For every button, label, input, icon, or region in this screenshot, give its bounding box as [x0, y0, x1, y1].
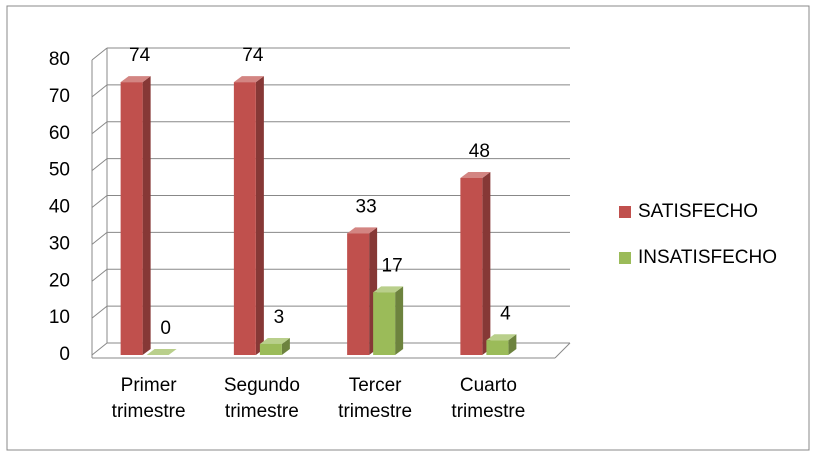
bar [120, 82, 143, 355]
grid-line-side [91, 305, 108, 319]
x-tick-label: Primer trimestre [111, 375, 186, 422]
bar-top [460, 172, 491, 178]
grid-line-side [91, 268, 108, 282]
data-label: 17 [382, 255, 403, 276]
grid-line-side [91, 47, 108, 61]
floor-right [554, 342, 571, 359]
x-tick-label: Cuarto trimestre [451, 375, 526, 422]
data-label: 33 [356, 196, 377, 217]
bar-top [373, 286, 404, 293]
data-label: 74 [129, 45, 151, 66]
legend-swatch [619, 252, 631, 264]
bar-side [281, 337, 290, 355]
grid-line-side [91, 231, 108, 245]
bar-top [233, 76, 264, 83]
bar-top [146, 349, 177, 355]
data-label: 0 [160, 318, 171, 339]
y-tick-label: 80 [49, 49, 70, 70]
bar-top [486, 334, 517, 341]
bar [259, 343, 282, 355]
data-label: 3 [274, 307, 285, 328]
legend-label: SATISFECHO [638, 201, 758, 222]
bar [460, 178, 483, 355]
bar [373, 292, 396, 355]
legend-label: INSATISFECHO [638, 247, 777, 268]
y-tick-label: 10 [49, 307, 70, 328]
grid-line-side [91, 158, 108, 172]
bar-top [120, 76, 151, 83]
grid-line-side [91, 195, 108, 208]
bar-side [508, 334, 517, 355]
bar-side [255, 76, 264, 355]
bar-side [395, 286, 404, 355]
bar [486, 340, 509, 355]
y-tick-label: 50 [49, 160, 70, 181]
y-tick-label: 70 [49, 86, 70, 107]
bar-side [482, 172, 491, 355]
x-tick-label: Segundo trimestre [223, 375, 300, 422]
y-tick-label: 0 [59, 344, 70, 365]
bar-top [347, 227, 378, 234]
bar [347, 233, 370, 355]
grid-line-side [91, 84, 108, 98]
legend-swatch [619, 206, 631, 218]
y-tick-label: 20 [49, 270, 70, 291]
data-label: 48 [469, 141, 490, 162]
data-label: 74 [242, 45, 264, 66]
grid-line-side [91, 121, 108, 135]
y-tick-label: 60 [49, 123, 70, 144]
bar-top [259, 337, 290, 344]
y-tick-label: 30 [49, 233, 70, 254]
bar [233, 82, 256, 355]
y-tick-label: 40 [49, 197, 70, 218]
x-tick-label: Tercer trimestre [338, 375, 413, 422]
grid-line-side [91, 342, 108, 356]
bar-side [142, 76, 151, 355]
data-label: 4 [500, 303, 511, 324]
